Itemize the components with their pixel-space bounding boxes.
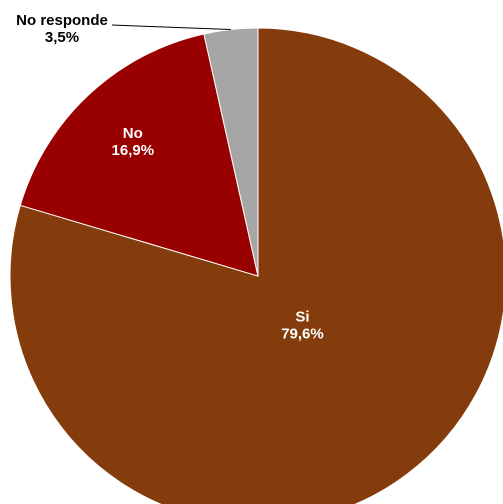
slice-label-no: No	[123, 125, 143, 142]
slice-value-no-responde: 3,5%	[45, 29, 79, 46]
pie-labels: Si 79,6% No 16,9% No responde 3,5%	[16, 12, 324, 343]
slice-name-no: No	[123, 125, 143, 142]
slice-value-text-si: 79,6%	[281, 326, 324, 343]
slice-value-text-no-responde: 3,5%	[45, 29, 79, 46]
slice-label-si: Si	[295, 309, 309, 326]
slice-value-text-no: 16,9%	[112, 142, 155, 159]
slice-label-no-responde: No responde	[16, 12, 108, 29]
pie-slice-si	[9, 27, 503, 504]
slice-name-no-responde: No responde	[16, 12, 108, 29]
slice-value-no: 16,9%	[112, 142, 155, 159]
pie-slice-no	[19, 33, 259, 277]
slice-name-si: Si	[295, 309, 309, 326]
pie-slices	[9, 27, 503, 504]
pie-slice-no-responde	[203, 27, 259, 277]
slice-value-si: 79,6%	[281, 326, 324, 343]
leader-line-no-responde	[111, 24, 231, 30]
